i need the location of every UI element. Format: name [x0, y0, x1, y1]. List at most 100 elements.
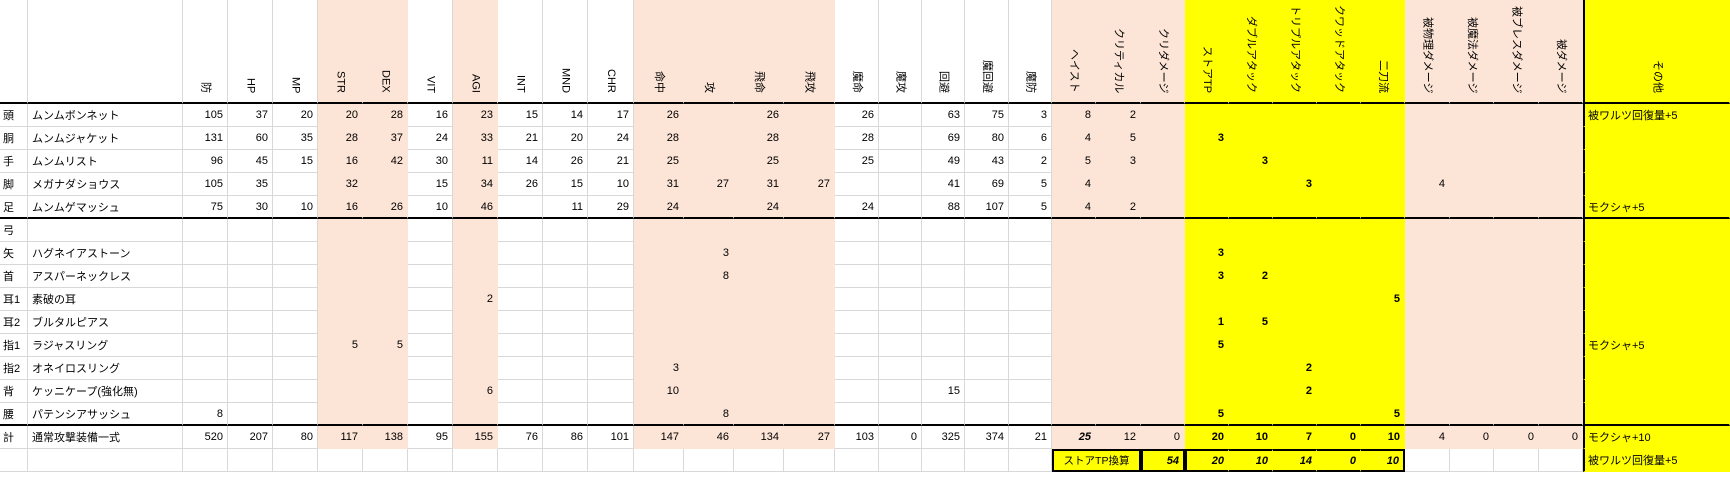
cell-range-crit[interactable]: [1096, 219, 1141, 242]
cell-ear2-hp[interactable]: [228, 311, 273, 334]
header-dex[interactable]: DEX: [363, 0, 408, 104]
cell-conversion-def[interactable]: [183, 449, 228, 472]
cell-range-agi[interactable]: [453, 219, 498, 242]
cell-ear2-chr[interactable]: [588, 311, 634, 334]
cell-ring1-slot[interactable]: 指1: [0, 334, 28, 357]
cell-back-mnd[interactable]: [543, 380, 588, 403]
cell-back-meva[interactable]: [965, 380, 1009, 403]
cell-waist-dex[interactable]: [363, 403, 408, 426]
cell-body-def[interactable]: 131: [183, 127, 228, 150]
cell-ammo-dt[interactable]: [1539, 242, 1583, 265]
cell-ear2-str[interactable]: [318, 311, 363, 334]
cell-back-macc[interactable]: [835, 380, 879, 403]
cell-feet-int[interactable]: [498, 196, 543, 219]
cell-back-ratk[interactable]: [784, 380, 835, 403]
cell-ear2-racc[interactable]: [734, 311, 784, 334]
cell-hands-def[interactable]: 96: [183, 150, 228, 173]
cell-ear1-int[interactable]: [498, 288, 543, 311]
cell-total-critdmg[interactable]: 0: [1141, 426, 1185, 449]
cell-feet-ratk[interactable]: [784, 196, 835, 219]
cell-range-dw[interactable]: [1361, 219, 1405, 242]
cell-ammo-da[interactable]: [1229, 242, 1273, 265]
cell-range-str[interactable]: [318, 219, 363, 242]
cell-conversion-mdt[interactable]: [1450, 449, 1494, 472]
cell-ammo-mp[interactable]: [273, 242, 318, 265]
cell-waist-critdmg[interactable]: [1141, 403, 1185, 426]
cell-legs-slot[interactable]: 脚: [0, 173, 28, 196]
cell-range-atk[interactable]: [684, 219, 734, 242]
cell-ammo-bdt[interactable]: [1494, 242, 1539, 265]
cell-ear2-slot[interactable]: 耳2: [0, 311, 28, 334]
cell-back-mdef[interactable]: [1009, 380, 1052, 403]
header-da[interactable]: ダブルアタック: [1229, 0, 1273, 104]
cell-head-mdef[interactable]: 3: [1009, 104, 1052, 127]
cell-body-slot[interactable]: 胴: [0, 127, 28, 150]
cell-legs-ratk[interactable]: 27: [784, 173, 835, 196]
cell-waist-agi[interactable]: [453, 403, 498, 426]
cell-ammo-matk[interactable]: [879, 242, 922, 265]
cell-head-int[interactable]: 15: [498, 104, 543, 127]
cell-waist-slot[interactable]: 腰: [0, 403, 28, 426]
cell-ammo-atk[interactable]: 3: [684, 242, 734, 265]
cell-waist-da[interactable]: [1229, 403, 1273, 426]
cell-legs-mdef[interactable]: 5: [1009, 173, 1052, 196]
cell-ammo-crit[interactable]: [1096, 242, 1141, 265]
cell-ear2-int[interactable]: [498, 311, 543, 334]
cell-ring2-da[interactable]: [1229, 357, 1273, 380]
cell-feet-macc[interactable]: 24: [835, 196, 879, 219]
cell-total-dw[interactable]: 10: [1361, 426, 1405, 449]
cell-feet-dex[interactable]: 26: [363, 196, 408, 219]
header-str[interactable]: STR: [318, 0, 363, 104]
cell-ring2-str[interactable]: [318, 357, 363, 380]
cell-ring2-bdt[interactable]: [1494, 357, 1539, 380]
cell-conversion-int[interactable]: [498, 449, 543, 472]
header-ta[interactable]: トリプルアタック: [1273, 0, 1317, 104]
cell-neck-name[interactable]: アスパーネックレス: [28, 265, 183, 288]
cell-range-other[interactable]: [1583, 219, 1730, 242]
cell-conversion-racc[interactable]: [734, 449, 784, 472]
cell-waist-hp[interactable]: [228, 403, 273, 426]
cell-total-mp[interactable]: 80: [273, 426, 318, 449]
cell-range-critdmg[interactable]: [1141, 219, 1185, 242]
cell-hands-critdmg[interactable]: [1141, 150, 1185, 173]
header-macc[interactable]: 魔命: [835, 0, 879, 104]
cell-ammo-chr[interactable]: [588, 242, 634, 265]
cell-back-crit[interactable]: [1096, 380, 1141, 403]
cell-ear1-str[interactable]: [318, 288, 363, 311]
header-def[interactable]: 防: [183, 0, 228, 104]
cell-legs-dex[interactable]: [363, 173, 408, 196]
cell-head-pdt[interactable]: [1405, 104, 1450, 127]
cell-hands-ta[interactable]: [1273, 150, 1317, 173]
header-agi[interactable]: AGI: [453, 0, 498, 104]
cell-back-str[interactable]: [318, 380, 363, 403]
cell-total-chr[interactable]: 101: [588, 426, 634, 449]
cell-body-dt[interactable]: [1539, 127, 1583, 150]
cell-back-dw[interactable]: [1361, 380, 1405, 403]
cell-head-macc[interactable]: 26: [835, 104, 879, 127]
cell-feet-dt[interactable]: [1539, 196, 1583, 219]
cell-total-int[interactable]: 76: [498, 426, 543, 449]
header-racc[interactable]: 飛命: [734, 0, 784, 104]
cell-legs-hp[interactable]: 35: [228, 173, 273, 196]
cell-conversion-eva[interactable]: [922, 449, 965, 472]
cell-ring2-dw[interactable]: [1361, 357, 1405, 380]
cell-ring2-hp[interactable]: [228, 357, 273, 380]
cell-ring1-crit[interactable]: [1096, 334, 1141, 357]
cell-ear1-acc[interactable]: [634, 288, 684, 311]
cell-feet-mdef[interactable]: 5: [1009, 196, 1052, 219]
cell-head-other[interactable]: 被ワルツ回復量+5: [1583, 104, 1730, 127]
cell-ring1-int[interactable]: [498, 334, 543, 357]
cell-ring1-acc[interactable]: [634, 334, 684, 357]
cell-head-crit[interactable]: 2: [1096, 104, 1141, 127]
cell-neck-critdmg[interactable]: [1141, 265, 1185, 288]
cell-head-eva[interactable]: 63: [922, 104, 965, 127]
cell-back-eva[interactable]: 15: [922, 380, 965, 403]
cell-total-ratk[interactable]: 27: [784, 426, 835, 449]
cell-total-slot[interactable]: 計: [0, 426, 28, 449]
cell-neck-slot[interactable]: 首: [0, 265, 28, 288]
cell-range-da[interactable]: [1229, 219, 1273, 242]
cell-body-ta[interactable]: [1273, 127, 1317, 150]
cell-ammo-mnd[interactable]: [543, 242, 588, 265]
cell-ring1-meva[interactable]: [965, 334, 1009, 357]
cell-conversion-mdef[interactable]: [1009, 449, 1052, 472]
